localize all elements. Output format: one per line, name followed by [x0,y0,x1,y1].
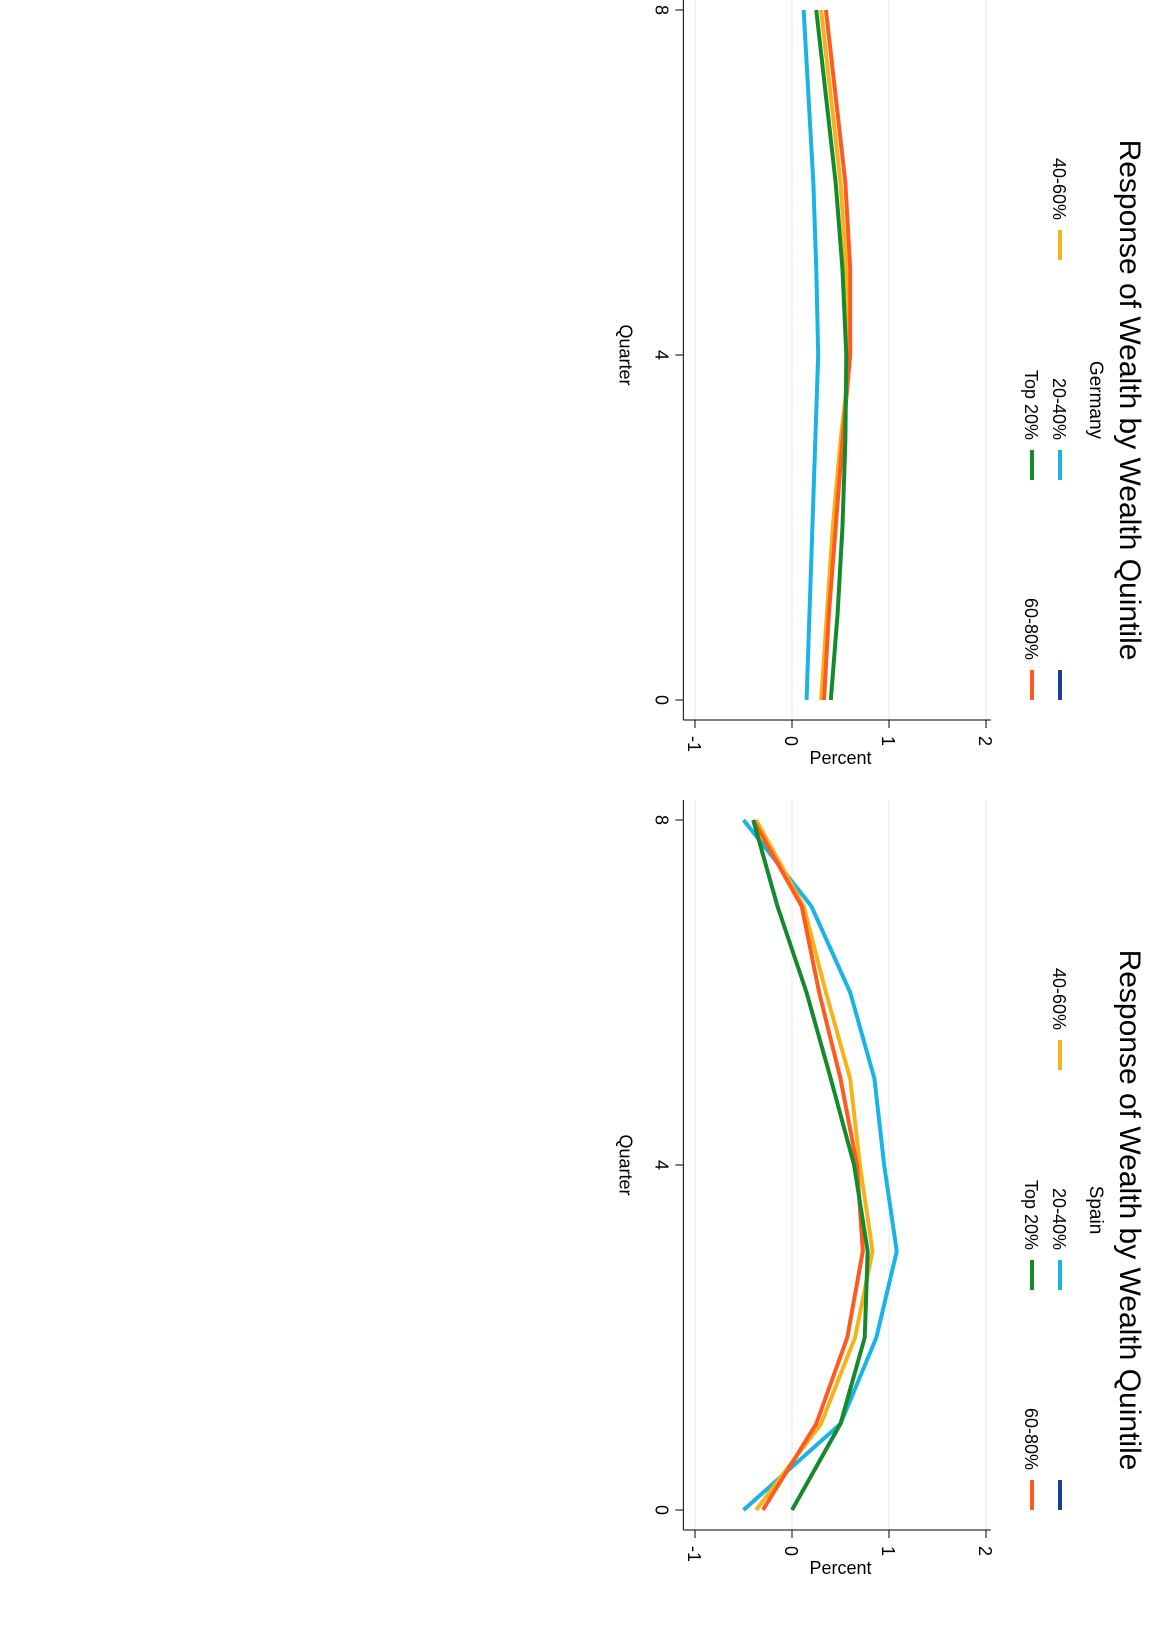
chart-title: Response of Wealth by Wealth Quintile [1113,950,1146,1471]
y-tick-label: 1 [878,1546,898,1556]
series-line-top-20- [751,819,870,1511]
legend-label: Top 20% [1021,370,1041,440]
legend-label: 20-40% [1049,378,1069,440]
y-tick-label: 2 [975,736,995,746]
legend: 20-40% 40-60% 60-80% Top 20% [1021,968,1069,1510]
x-tick-label: 4 [651,350,671,360]
legend-label: 60-80% [1021,598,1041,660]
legend-label: Top 20% [1021,1180,1041,1250]
series-line-60-80- [822,9,853,701]
chart-subtitle: Spain [1085,1186,1106,1235]
x-tick-label: 8 [651,815,671,825]
chart-subtitle: Germany [1085,361,1106,440]
x-tick-label: 8 [651,5,671,15]
x-tick-label: 0 [651,695,671,705]
x-axis-label: Quarter [615,1134,635,1195]
y-axis-label: Percent [809,748,871,768]
x-tick-label: 4 [651,1160,671,1170]
legend-label: 40-60% [1049,968,1069,1030]
y-axis-label: Percent [809,1558,871,1578]
y-tick-label: 2 [975,1546,995,1556]
y-tick-label: 0 [781,736,801,746]
y-tick-label: 0 [781,1546,801,1556]
chart-panel-germany: Response of Wealth by Wealth Quintile Ger… [615,0,1146,768]
series-line-40-60- [754,819,875,1512]
x-axis-label: Quarter [615,324,635,385]
chart-panel-spain: Response of Wealth by Wealth Quintile Spa… [615,800,1146,1578]
series-line-20-40- [741,818,899,1512]
series-line-20-40- [801,9,821,701]
chart-title: Response of Wealth by Wealth Quintile [1113,140,1146,661]
y-tick-label: -1 [684,1546,704,1562]
y-tick-label: 1 [878,736,898,746]
x-tick-label: 0 [651,1505,671,1515]
legend: 20-40% 40-60% 60-80% Top 20% [1021,158,1069,700]
series-line-60-80- [751,819,865,1512]
y-tick-label: -1 [684,736,704,752]
series-line-top-20- [814,9,849,701]
legend-label: 40-60% [1049,158,1069,220]
legend-label: 60-80% [1021,1408,1041,1470]
legend-label: 20-40% [1049,1188,1069,1250]
